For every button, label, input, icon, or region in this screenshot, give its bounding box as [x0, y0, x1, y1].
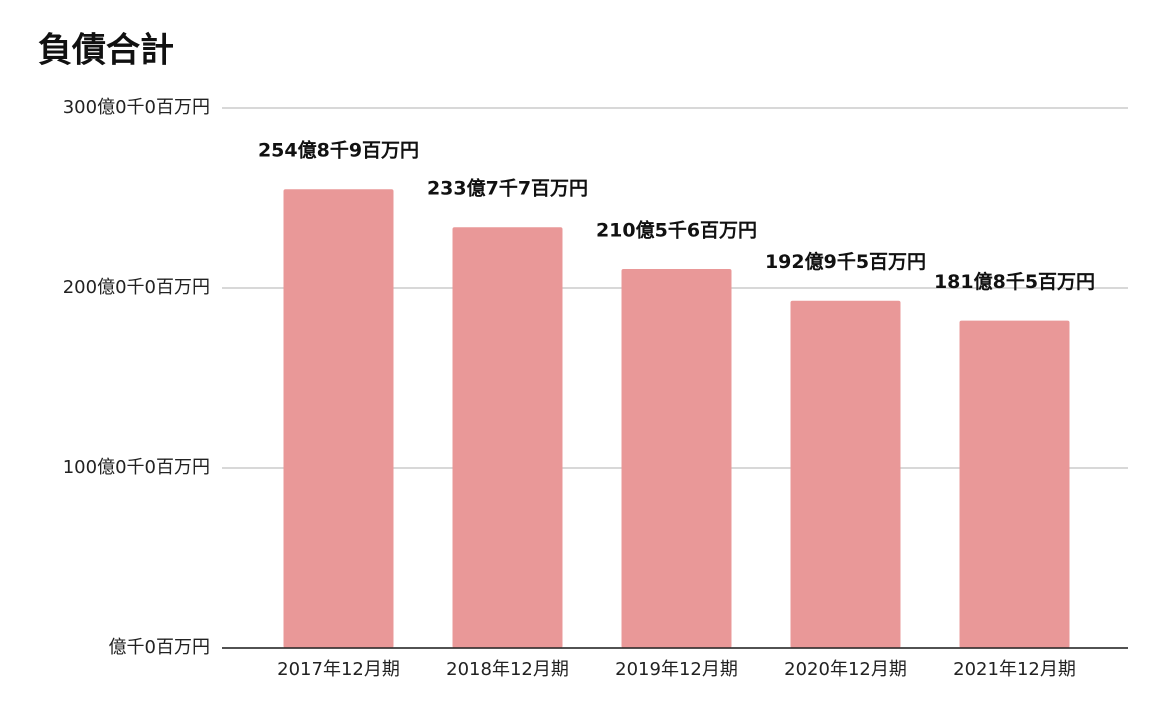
value-label: 233億7千7百万円 [427, 177, 588, 200]
value-label: 210億5千6百万円 [596, 218, 757, 241]
y-tick-label: 億千0百万円 [109, 637, 210, 658]
bar [452, 227, 563, 649]
bar [959, 320, 1070, 648]
chart-title: 負債合計 [38, 31, 174, 71]
x-tick-label: 2017年12月期 [277, 659, 400, 680]
y-tick-label: 300億0千0百万円 [63, 97, 210, 118]
bar [621, 268, 732, 648]
value-label: 181億8千5百万円 [934, 270, 1095, 293]
x-tick-label: 2021年12月期 [953, 659, 1076, 680]
y-tick-label: 200億0千0百万円 [63, 277, 210, 298]
bar [790, 300, 901, 648]
y-tick-label: 100億0千0百万円 [63, 457, 210, 478]
bar [283, 189, 394, 648]
value-label: 254億8千9百万円 [258, 139, 419, 162]
x-tick-label: 2019年12月期 [615, 659, 738, 680]
x-tick-label: 2020年12月期 [784, 659, 907, 680]
value-label: 192億9千5百万円 [765, 250, 926, 273]
x-tick-label: 2018年12月期 [446, 659, 569, 680]
